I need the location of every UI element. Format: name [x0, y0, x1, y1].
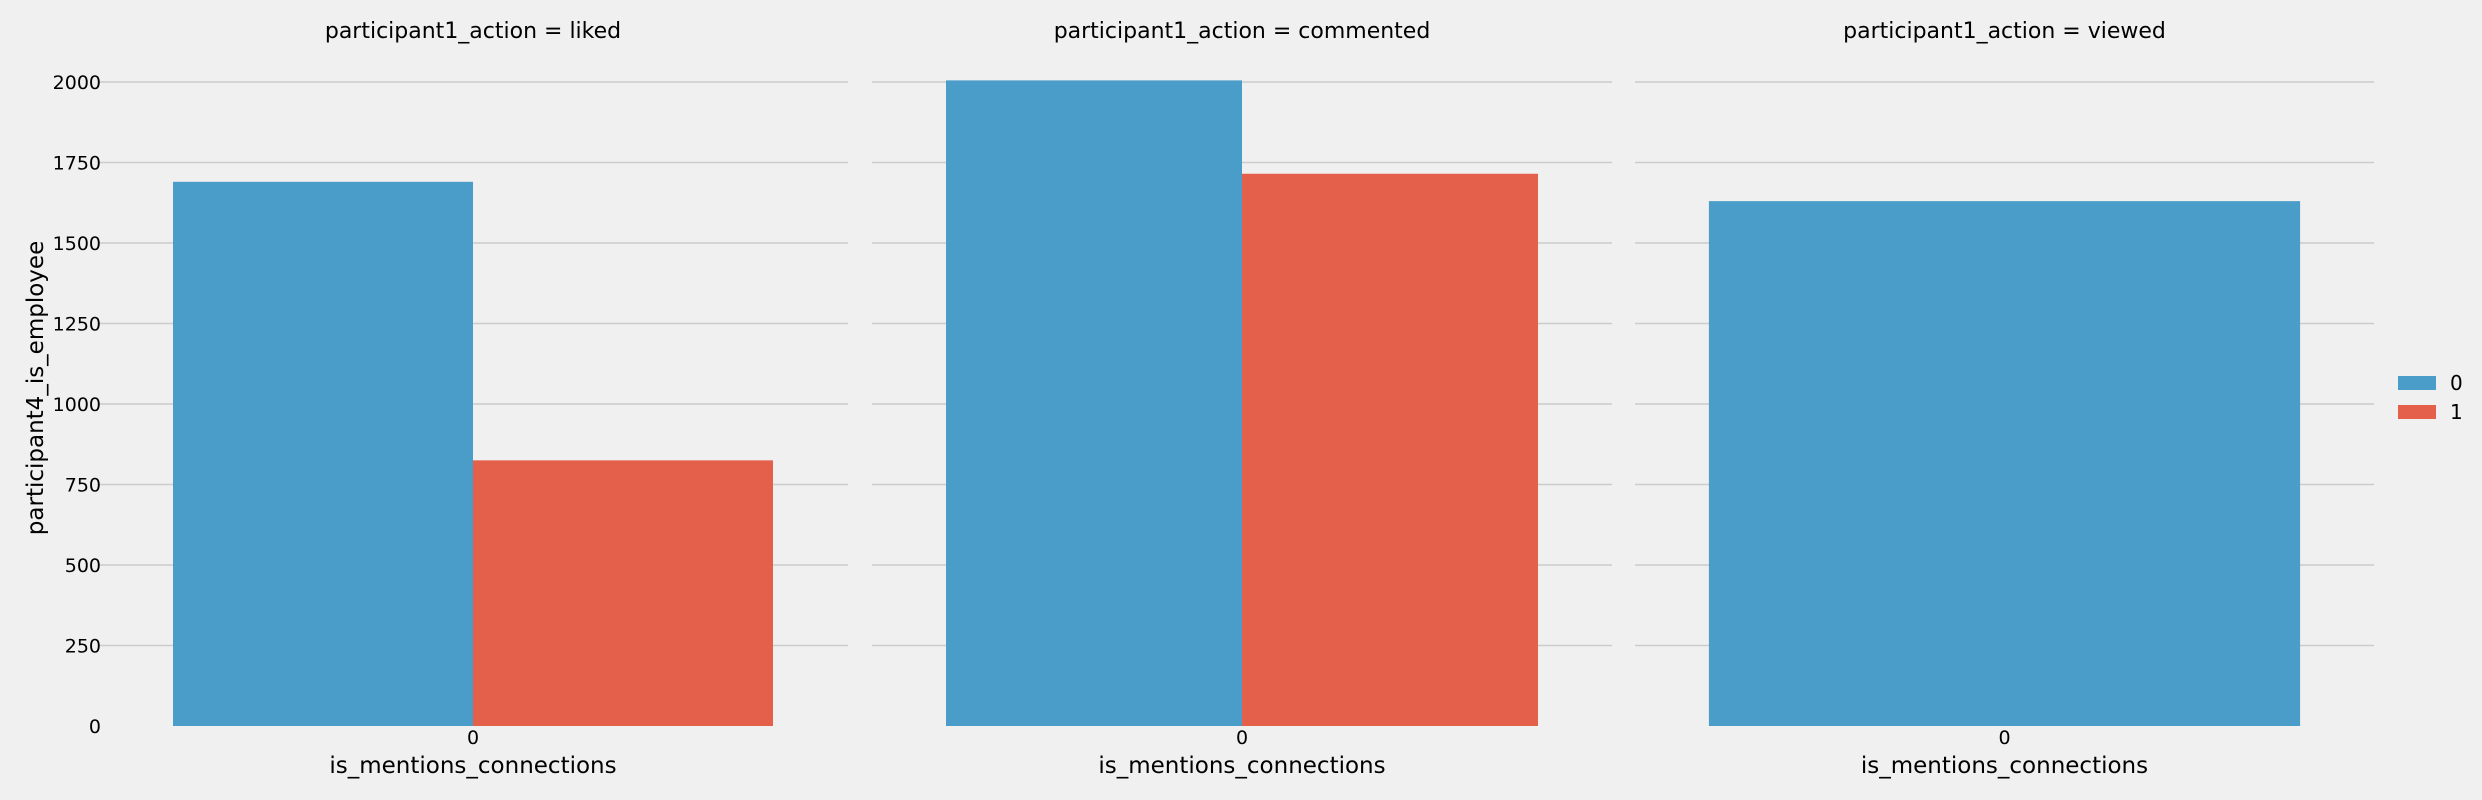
y-tick-label: 0: [89, 716, 101, 738]
facet-title: participant1_action = viewed: [1843, 19, 2166, 44]
facet-2: 0 participant1_action = viewed is_mentions…: [1635, 19, 2374, 779]
bar-0-hue-0: [1708, 201, 2301, 726]
x-tick-label: 0: [1998, 727, 2010, 749]
x-tick-label: 0: [467, 727, 479, 749]
bar-0-hue-0: [946, 80, 1242, 726]
y-tick-label: 1000: [53, 394, 101, 416]
legend: 01: [2398, 371, 2463, 424]
y-tick-label: 1250: [53, 314, 101, 336]
legend-label-0: 0: [2450, 371, 2463, 395]
facet-0: 0 participant1_action = liked is_mentions_…: [53, 19, 848, 779]
x-tick-label: 0: [1236, 727, 1248, 749]
legend-label-1: 1: [2450, 400, 2463, 424]
y-tick-label: 1500: [53, 233, 101, 255]
bar-0-hue-1: [1242, 173, 1538, 726]
y-tick-label: 250: [65, 636, 101, 658]
y-tick-label: 1750: [53, 153, 101, 175]
bar-0-hue-0: [173, 181, 473, 726]
x-axis-label: is_mentions_connections: [1861, 753, 2148, 779]
x-axis-label: is_mentions_connections: [329, 753, 616, 779]
bar-0-hue-1: [473, 460, 773, 726]
legend-swatch-0: [2398, 376, 2436, 390]
legend-swatch-1: [2398, 405, 2436, 419]
facet-1: 0 participant1_action = commented is_menti…: [872, 19, 1612, 779]
x-axis-label: is_mentions_connections: [1098, 753, 1385, 779]
y-tick-label: 2000: [53, 72, 101, 94]
y-tick-label: 750: [65, 475, 101, 497]
facet-title: participant1_action = liked: [325, 19, 621, 44]
y-tick-label: 500: [65, 555, 101, 577]
facets: 0 participant1_action = liked is_mentions_…: [53, 19, 2374, 779]
facet-title: participant1_action = commented: [1054, 19, 1431, 44]
y-axis-label: participant4_is_employee: [23, 241, 49, 535]
